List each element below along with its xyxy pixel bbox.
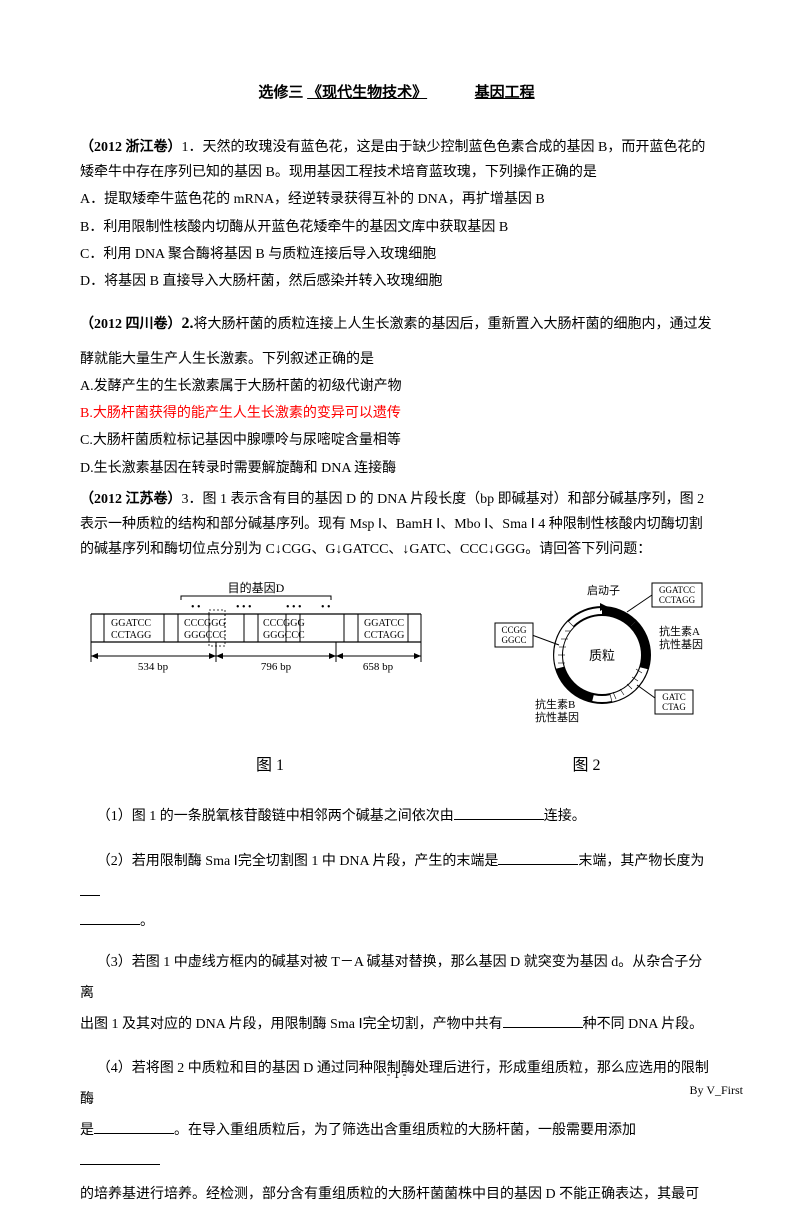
blank [498, 850, 578, 865]
svg-text:796 bp: 796 bp [261, 661, 292, 673]
svg-text:启动子: 启动子 [587, 584, 620, 597]
figure-2: 质粒 GGATCC CCTAGG CCGG GGCC GATC CTAG 启动子… [487, 580, 707, 739]
subq-2: （2）若用限制酶 Sma Ⅰ完全切割图 1 中 DNA 片段，产生的末端是末端，… [80, 847, 713, 909]
svg-text:CCCGGG: CCCGGG [184, 618, 226, 629]
subq-2-tail: 。 [80, 909, 713, 934]
title-topic: 基因工程 [475, 85, 535, 101]
svg-text:GGCC: GGCC [501, 635, 526, 645]
figures-row: 目的基因D • • • • • • • • • • [80, 580, 713, 739]
figure-captions: 图 1 图 2 [80, 746, 713, 781]
svg-text:GGATCC: GGATCC [659, 585, 695, 595]
q2-option-b: B.大肠杆菌获得的能产生人生长激素的变异可以遗传 [80, 401, 713, 426]
subq-3-line2: 出图 1 及其对应的 DNA 片段，用限制酶 Sma Ⅰ完全切割，产物中共有种不… [80, 1010, 713, 1041]
title-book: 《现代生物技术》 [307, 85, 427, 101]
q1-option-d: D．将基因 B 直接导入大肠杆菌，然后感染并转入玫瑰细胞 [80, 269, 713, 294]
svg-text:• •: • • [191, 602, 201, 613]
q2-source: （2012 四川卷） [80, 317, 182, 332]
figure-2-svg: 质粒 GGATCC CCTAGG CCGG GGCC GATC CTAG 启动子… [487, 580, 707, 730]
subq-3: （3）若图 1 中虚线方框内的碱基对被 T－A 碱基对替换，那么基因 D 就突变… [80, 948, 713, 1010]
blank [503, 1012, 583, 1027]
q2-option-d: D.生长激素基因在转录时需要解旋酶和 DNA 连接酶 [80, 456, 713, 481]
svg-text:CCTAGG: CCTAGG [659, 595, 696, 605]
svg-text:GGATCC: GGATCC [364, 618, 404, 629]
q1-source: （2012 浙江卷） [80, 140, 182, 155]
page-number: - 1 - [0, 1064, 793, 1086]
svg-text:GGGCCC: GGGCCC [263, 630, 305, 641]
blank [80, 909, 140, 924]
fig2-caption: 图 2 [460, 752, 713, 781]
svg-text:• • •: • • • [236, 602, 252, 613]
blank [454, 805, 544, 820]
q1-option-c: C．利用 DNA 聚合酶将基因 B 与质粒连接后导入玫瑰细胞 [80, 242, 713, 267]
q3-source: （2012 江苏卷） [80, 492, 182, 507]
q1-stem: （2012 浙江卷）1．天然的玫瑰没有蓝色花，这是由于缺少控制蓝色色素合成的基因… [80, 135, 713, 185]
subq-4-line3: 的培养基进行培养。经检测，部分含有重组质粒的大肠杆菌菌株中目的基因 D 不能正确… [80, 1180, 713, 1210]
doc-title: 选修三 《现代生物技术》 基因工程 [80, 80, 713, 107]
q1-option-a: A．提取矮牵牛蓝色花的 mRNA，经逆转录获得互补的 DNA，再扩增基因 B [80, 187, 713, 212]
svg-text:抗生素A: 抗生素A [659, 624, 700, 638]
svg-text:抗性基因: 抗性基因 [659, 637, 703, 651]
q2-option-c: C.大肠杆菌质粒标记基因中腺嘌呤与尿嘧啶含量相等 [80, 428, 713, 453]
q2-stem-line1: （2012 四川卷）2.将大肠杆菌的质粒连接上人生长激素的基因后，重新置入大肠杆… [80, 310, 713, 339]
svg-text:658 bp: 658 bp [363, 661, 394, 673]
svg-text:抗生素B: 抗生素B [535, 697, 575, 711]
subq-4-line2: 是。在导入重组质粒后，为了筛选出含重组质粒的大肠杆菌，一般需要用添加 [80, 1116, 713, 1178]
q1-num: 1． [182, 140, 203, 155]
svg-text:GGGCCC: GGGCCC [184, 630, 226, 641]
q2-stem-line2: 酵就能大量生产人生长激素。下列叙述正确的是 [80, 347, 713, 372]
svg-text:CCTAGG: CCTAGG [364, 630, 404, 641]
svg-text:GGATCC: GGATCC [111, 618, 151, 629]
figure-1: 目的基因D • • • • • • • • • • [86, 580, 426, 739]
footer-author: By V_First [690, 1080, 743, 1102]
svg-text:• • •: • • • [286, 602, 302, 613]
svg-text:GATC: GATC [662, 692, 686, 702]
blank [80, 881, 100, 896]
blank [80, 1149, 160, 1164]
svg-text:抗性基因: 抗性基因 [535, 710, 579, 724]
q3-stem: （2012 江苏卷）3．图 1 表示含有目的基因 D 的 DNA 片段长度（bp… [80, 487, 713, 563]
svg-text:质粒: 质粒 [589, 648, 615, 663]
blank [94, 1119, 174, 1134]
fig1-gene-label: 目的基因D [228, 580, 285, 595]
svg-text:534 bp: 534 bp [138, 661, 169, 673]
q1-option-b: B．利用限制性核酸内切酶从开蓝色花矮牵牛的基因文库中获取基因 B [80, 215, 713, 240]
subq-1: （1）图 1 的一条脱氧核苷酸链中相邻两个碱基之间依次由连接。 [80, 802, 713, 833]
svg-text:CCCGGG: CCCGGG [263, 618, 305, 629]
fig1-caption: 图 1 [80, 752, 460, 781]
svg-text:CCGG: CCGG [501, 625, 527, 635]
svg-text:• •: • • [321, 602, 331, 613]
figure-1-svg: 目的基因D • • • • • • • • • • [86, 580, 426, 710]
svg-text:CCTAGG: CCTAGG [111, 630, 151, 641]
svg-text:CTAG: CTAG [662, 702, 686, 712]
q2-text1: 将大肠杆菌的质粒连接上人生长激素的基因后，重新置入大肠杆菌的细胞内，通过发 [194, 317, 712, 332]
q2-option-a: A.发酵产生的生长激素属于大肠杆菌的初级代谢产物 [80, 374, 713, 399]
q2-num: 2. [182, 315, 194, 332]
title-prefix: 选修三 [258, 85, 303, 101]
q3-num: 3． [182, 492, 203, 507]
